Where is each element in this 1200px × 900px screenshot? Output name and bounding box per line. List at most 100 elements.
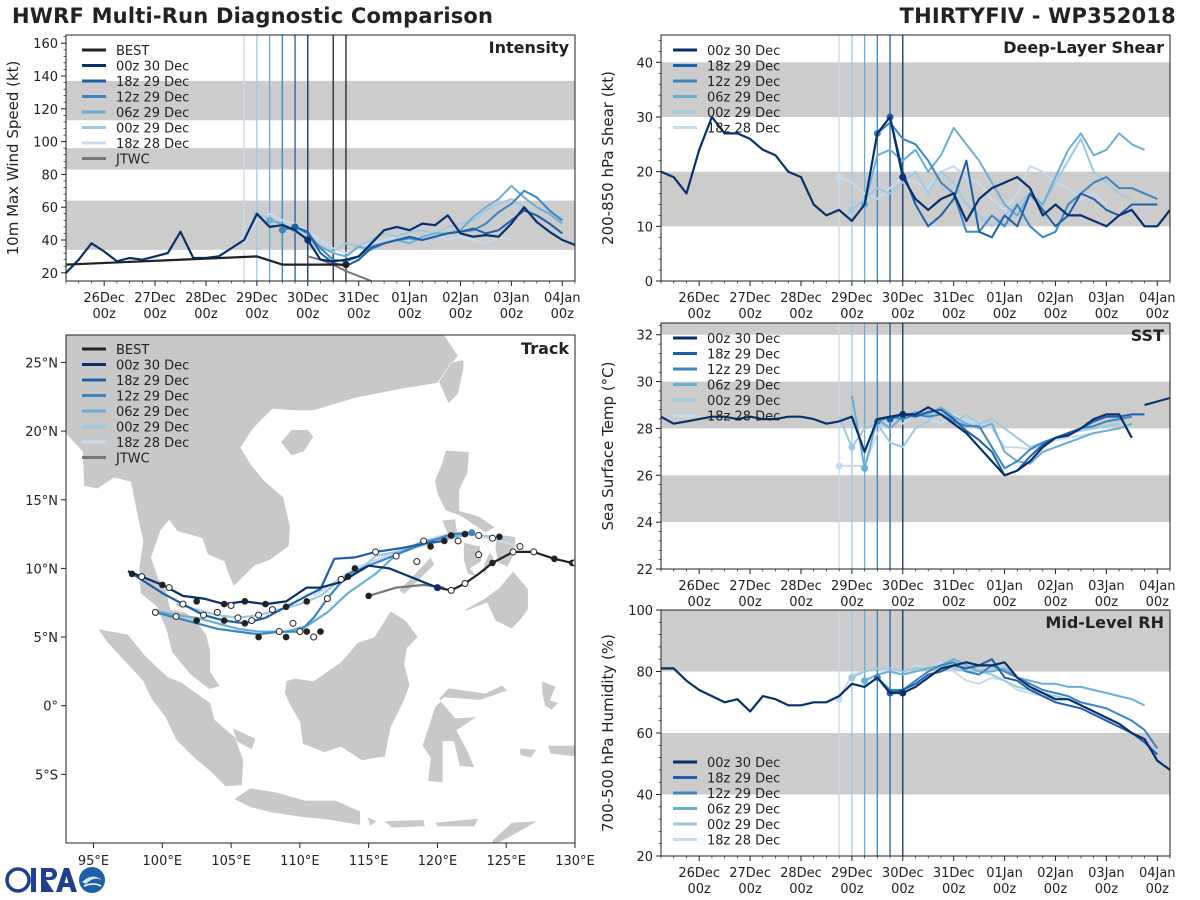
land-mainland bbox=[66, 335, 459, 690]
track-marker-filled bbox=[241, 598, 249, 605]
y-tick-label: 20°N bbox=[25, 425, 58, 440]
y-tick-label: 100 bbox=[33, 136, 58, 151]
track-marker-filled bbox=[193, 598, 200, 605]
x-tick-day: 03Jan bbox=[1088, 291, 1125, 306]
y-tick-label: 100 bbox=[628, 604, 653, 619]
plot-area bbox=[661, 610, 1170, 856]
y-tick-label: 22 bbox=[636, 563, 653, 578]
init-marker-r18z28 bbox=[835, 462, 843, 470]
init-marker-r00z29 bbox=[848, 674, 856, 682]
x-tick-day: 04Jan bbox=[544, 291, 581, 306]
land-panay-negros bbox=[463, 541, 482, 578]
init-marker-r06z29 bbox=[861, 677, 869, 685]
y-tick-label: 160 bbox=[33, 37, 58, 52]
track-marker-filled bbox=[220, 617, 228, 624]
track-marker-open bbox=[165, 584, 173, 592]
track-marker-open bbox=[275, 628, 283, 636]
x-tick-day: 30Dec bbox=[882, 866, 924, 881]
track-marker-open bbox=[530, 548, 538, 556]
track-marker-open bbox=[138, 573, 146, 581]
x-tick-hour: 00z bbox=[500, 307, 524, 322]
y-tick-label: 0° bbox=[43, 700, 58, 715]
legend-label: 06z 29 Dec bbox=[116, 405, 189, 420]
land-taiwan bbox=[438, 359, 464, 405]
series-line-r18z28 bbox=[838, 165, 1108, 211]
x-tick-hour: 00z bbox=[347, 307, 371, 322]
series-line-r06z29 bbox=[864, 658, 1145, 707]
x-tick-day: 30Dec bbox=[882, 291, 924, 306]
legend-label: JTWC bbox=[115, 452, 150, 467]
x-tick-hour: 00z bbox=[296, 307, 320, 322]
legend-label: 00z 29 Dec bbox=[116, 421, 189, 436]
y-tick-label: 30 bbox=[636, 376, 653, 391]
figure-title: HWRF Multi-Run Diagnostic Comparison bbox=[12, 4, 494, 28]
legend-label: 00z 29 Dec bbox=[707, 818, 780, 833]
threshold-band bbox=[661, 381, 1170, 429]
track-marker-open bbox=[509, 548, 517, 556]
track-marker-filled bbox=[128, 570, 136, 578]
x-tick-day: 03Jan bbox=[493, 291, 530, 306]
y-tick-label: 80 bbox=[41, 168, 58, 183]
track-marker-filled bbox=[241, 620, 249, 627]
panel-title: Intensity bbox=[489, 38, 570, 57]
track-marker-filled bbox=[193, 617, 200, 624]
legend-label: 06z 29 Dec bbox=[707, 379, 780, 394]
x-tick-day: 27Dec bbox=[729, 866, 771, 881]
x-tick-hour: 00z bbox=[840, 307, 864, 322]
track-marker-filled bbox=[489, 559, 496, 567]
panel-intensity: 2040608010012014016026Dec00z27Dec00z28De… bbox=[4, 34, 581, 322]
y-tick-label: 5°S bbox=[35, 768, 58, 783]
track-marker-filled bbox=[262, 600, 269, 608]
x-tick-day: 26Dec bbox=[83, 291, 125, 306]
x-tick-hour: 00z bbox=[1146, 595, 1170, 610]
x-tick-label: 105°E bbox=[211, 854, 251, 869]
legend-label: 00z 30 Dec bbox=[116, 359, 189, 374]
x-tick-label: 130°E bbox=[555, 854, 595, 869]
x-tick-hour: 00z bbox=[942, 882, 966, 897]
track-marker-open bbox=[213, 608, 221, 616]
x-tick-hour: 00z bbox=[687, 307, 711, 322]
track-marker-open bbox=[475, 551, 483, 559]
x-tick-day: 02Jan bbox=[1037, 579, 1074, 594]
legend-label: 00z 29 Dec bbox=[116, 122, 189, 137]
threshold-band bbox=[661, 62, 1170, 117]
series-line-r00z30 bbox=[661, 406, 1133, 477]
legend-label: 12z 29 Dec bbox=[707, 363, 780, 378]
y-tick-label: 120 bbox=[33, 103, 58, 118]
x-tick-day: 30Dec bbox=[882, 579, 924, 594]
x-tick-hour: 00z bbox=[840, 882, 864, 897]
series-line-r00z29 bbox=[851, 137, 1133, 228]
y-tick-label: 28 bbox=[636, 422, 653, 437]
y-axis-label: 10m Max Wind Speed (kt) bbox=[4, 61, 22, 256]
track-marker-filled bbox=[551, 555, 558, 563]
x-tick-day: 31Dec bbox=[933, 291, 975, 306]
track-marker-filled bbox=[317, 628, 324, 635]
y-tick-label: 32 bbox=[636, 329, 653, 344]
x-tick-day: 01Jan bbox=[986, 579, 1023, 594]
x-tick-hour: 00z bbox=[891, 882, 915, 897]
x-tick-hour: 00z bbox=[1146, 882, 1170, 897]
threshold-band bbox=[66, 200, 575, 250]
legend-label: 06z 29 Dec bbox=[707, 91, 780, 106]
legend-label: 18z 28 Dec bbox=[116, 436, 189, 451]
track-current-marker bbox=[433, 584, 441, 592]
legend-label: 00z 29 Dec bbox=[707, 106, 780, 121]
land-java bbox=[233, 787, 361, 826]
x-tick-hour: 00z bbox=[245, 307, 269, 322]
track-marker-filled bbox=[461, 530, 469, 538]
track-line-r12z29 bbox=[155, 531, 472, 636]
track-marker-filled bbox=[365, 592, 372, 600]
x-tick-hour: 00z bbox=[1095, 882, 1119, 897]
track-marker-filled bbox=[282, 603, 290, 611]
x-tick-day: 03Jan bbox=[1088, 579, 1125, 594]
panel-shear: 01020304026Dec00z27Dec00z28Dec00z29Dec00… bbox=[599, 34, 1176, 322]
x-tick-day: 27Dec bbox=[729, 291, 771, 306]
x-tick-day: 26Dec bbox=[678, 291, 720, 306]
y-tick-label: 40 bbox=[41, 234, 58, 249]
series-line-extra bbox=[1144, 397, 1170, 406]
track-marker-filled bbox=[427, 543, 434, 550]
track-marker-open bbox=[172, 612, 180, 620]
legend-label: 00z 30 Dec bbox=[707, 44, 780, 59]
x-tick-hour: 00z bbox=[993, 882, 1017, 897]
storm-id: THIRTYFIV - WP352018 bbox=[899, 4, 1176, 28]
